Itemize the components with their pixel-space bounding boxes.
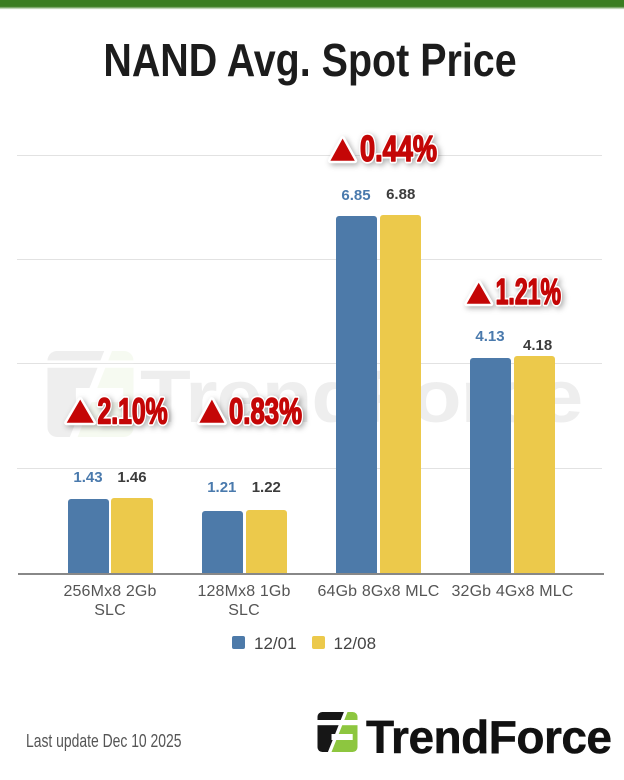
svg-text:2.10%: 2.10% — [98, 391, 168, 432]
svg-text:0.83%: 0.83% — [229, 391, 302, 431]
svg-text:2.10%: 2.10% — [98, 391, 168, 432]
svg-text:0.44%: 0.44% — [360, 128, 437, 169]
svg-text:0.44%: 0.44% — [360, 128, 437, 169]
svg-text:1.21%: 1.21% — [496, 273, 561, 312]
svg-text:0.83%: 0.83% — [229, 391, 302, 431]
svg-text:1.21%: 1.21% — [496, 273, 561, 312]
